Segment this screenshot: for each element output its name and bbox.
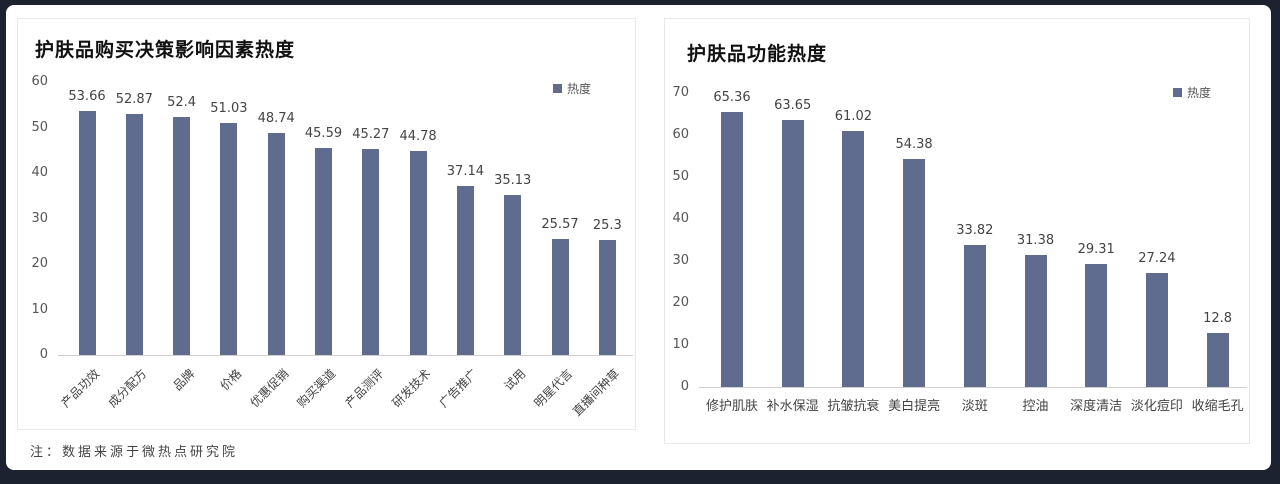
x-axis-label: 价格 <box>217 366 245 394</box>
y-axis-tick: 60 <box>672 127 689 142</box>
y-axis-tick: 30 <box>31 210 48 226</box>
data-label: 31.38 <box>1016 233 1055 249</box>
data-label: 33.82 <box>956 222 994 238</box>
x-axis-label: 直播间种草 <box>570 366 623 419</box>
purchase-factors-chart-panel: 护肤品购买决策影响因素热度 热度 0 10 20 30 40 50 60 53.66 产品功效 5… <box>17 18 636 430</box>
y-axis-tick: 0 <box>680 379 689 394</box>
y-axis-tick: 60 <box>31 74 48 89</box>
x-axis-label: 抗皱抗衰 <box>827 399 880 414</box>
bar <box>1145 272 1168 387</box>
legend-label: 热度 <box>567 82 592 96</box>
bar <box>781 119 804 387</box>
y-axis-tick: 40 <box>672 211 689 226</box>
data-label: 37.14 <box>446 164 484 179</box>
x-axis-line <box>699 387 1247 388</box>
bar <box>220 122 238 355</box>
x-axis-label: 广告推广 <box>436 366 481 411</box>
data-label: 63.65 <box>774 97 812 113</box>
bar <box>173 116 191 355</box>
data-label: 44.78 <box>399 129 437 145</box>
bar <box>267 133 285 355</box>
x-axis-label: 研发技术 <box>389 366 434 411</box>
data-label: 61.02 <box>834 108 872 124</box>
x-axis-label: 明星代言 <box>531 366 576 411</box>
x-axis-label: 产品功效 <box>58 366 103 411</box>
chart-legend: 热度 <box>1173 84 1211 101</box>
bar <box>125 114 143 355</box>
data-label: 51.03 <box>210 100 248 116</box>
bar <box>456 186 474 355</box>
y-axis-tick: 50 <box>672 169 689 184</box>
x-axis-label: 品牌 <box>170 366 197 394</box>
x-axis-label: 淡斑 <box>961 399 988 414</box>
x-axis-label: 补水保湿 <box>766 399 819 414</box>
bar <box>598 239 616 355</box>
chart-legend: 热度 <box>553 80 591 97</box>
bar <box>842 130 865 387</box>
chart-title: 护肤品功能热度 <box>687 43 828 65</box>
bar <box>551 238 569 355</box>
y-axis-tick: 20 <box>31 256 48 271</box>
x-axis-label: 购买渠道 <box>294 366 339 411</box>
data-label: 52.87 <box>115 92 153 108</box>
data-label: 35.13 <box>494 173 532 189</box>
y-axis-tick: 10 <box>31 301 48 317</box>
x-axis-label: 优惠促销 <box>247 366 292 411</box>
x-axis-label: 试用 <box>501 366 529 394</box>
y-axis-tick: 40 <box>31 165 48 180</box>
data-label: 48.74 <box>257 111 295 127</box>
y-axis-tick: 10 <box>672 337 689 352</box>
data-label: 29.31 <box>1077 241 1115 257</box>
data-label: 25.3 <box>592 217 622 233</box>
x-axis-label: 控油 <box>1022 399 1049 414</box>
data-label: 45.27 <box>352 127 390 143</box>
data-label: 25.57 <box>541 216 579 232</box>
legend-label: 热度 <box>1187 86 1212 100</box>
bar <box>721 112 743 387</box>
x-axis-label: 淡化痘印 <box>1130 399 1183 414</box>
function-heat-chart-panel: 护肤品功能热度 热度 0 10 20 30 40 50 60 70 65.36 修护肌肤 63.65… <box>664 18 1250 444</box>
bar <box>903 158 926 387</box>
legend-swatch-icon <box>553 84 562 93</box>
x-axis-label: 成分配方 <box>105 366 150 411</box>
y-axis-tick: 70 <box>672 85 689 100</box>
data-label: 65.36 <box>713 90 751 106</box>
bar <box>963 244 986 387</box>
y-axis-tick: 20 <box>672 295 689 310</box>
y-axis-tick: 0 <box>39 347 48 362</box>
data-label: 53.66 <box>68 88 106 104</box>
data-label: 27.24 <box>1138 250 1176 266</box>
data-label: 54.38 <box>895 136 933 152</box>
bar <box>1206 333 1229 387</box>
chart-title: 护肤品购买决策影响因素热度 <box>35 39 296 61</box>
x-axis-label: 产品测评 <box>342 366 387 411</box>
bar <box>1024 255 1047 387</box>
y-axis-tick: 50 <box>31 119 48 135</box>
y-axis-tick: 30 <box>672 253 689 268</box>
x-axis-label: 修护肌肤 <box>705 399 758 414</box>
data-label: 12.8 <box>1203 311 1233 327</box>
legend-swatch-icon <box>1173 88 1182 97</box>
bar <box>1085 263 1108 387</box>
x-axis-line <box>58 355 633 356</box>
x-axis-label: 收缩毛孔 <box>1191 399 1244 414</box>
data-label: 45.59 <box>304 125 343 141</box>
x-axis-label: 深度清洁 <box>1070 399 1123 414</box>
bar <box>362 149 380 355</box>
data-label: 52.4 <box>167 94 197 110</box>
data-source-note: 注：数据来源于微热点研究院 <box>30 445 239 460</box>
bar <box>315 147 332 355</box>
x-axis-label: 美白提亮 <box>888 399 941 414</box>
bar <box>409 151 427 355</box>
bar <box>504 195 522 355</box>
bar <box>78 110 96 355</box>
